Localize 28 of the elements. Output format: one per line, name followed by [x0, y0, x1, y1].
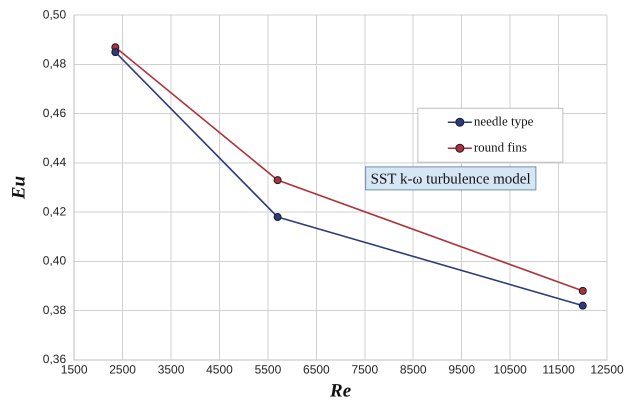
legend-label: needle type	[474, 114, 534, 129]
annotation: SST k-ω turbulence model	[370, 171, 531, 188]
x-tick-label: 7500	[351, 362, 378, 376]
y-tick-label: 0,38	[42, 302, 66, 317]
x-axis-title: Re	[329, 380, 352, 402]
x-tick-label: 12500	[590, 362, 624, 376]
y-tick-label: 0,48	[42, 56, 66, 71]
point	[111, 48, 120, 56]
y-tick-label: 0,42	[42, 204, 66, 218]
x-tick-label: 8500	[400, 362, 427, 376]
x-tick-label: 6500	[303, 362, 330, 376]
x-tick-label: 3500	[158, 362, 185, 376]
y-axis-title: Eu	[8, 176, 30, 200]
x-tick-label: 4500	[206, 362, 234, 376]
legend-label: round fins	[474, 140, 527, 155]
point	[578, 286, 587, 295]
x-tick-label: 11500	[542, 362, 576, 376]
point	[578, 302, 587, 310]
y-tick-label: 0,40	[42, 254, 66, 268]
x-tick-label: 9500	[448, 362, 476, 376]
x-tick-label: 5500	[254, 362, 282, 376]
y-tick-label: 0,46	[42, 106, 66, 120]
point	[274, 176, 282, 184]
x-tick-label: 10500	[493, 362, 528, 376]
y-tick-label: 0,50	[42, 8, 66, 22]
x-tick-label: 2500	[109, 362, 136, 376]
point	[274, 213, 282, 222]
y-tick-label: 0,44	[42, 155, 66, 170]
